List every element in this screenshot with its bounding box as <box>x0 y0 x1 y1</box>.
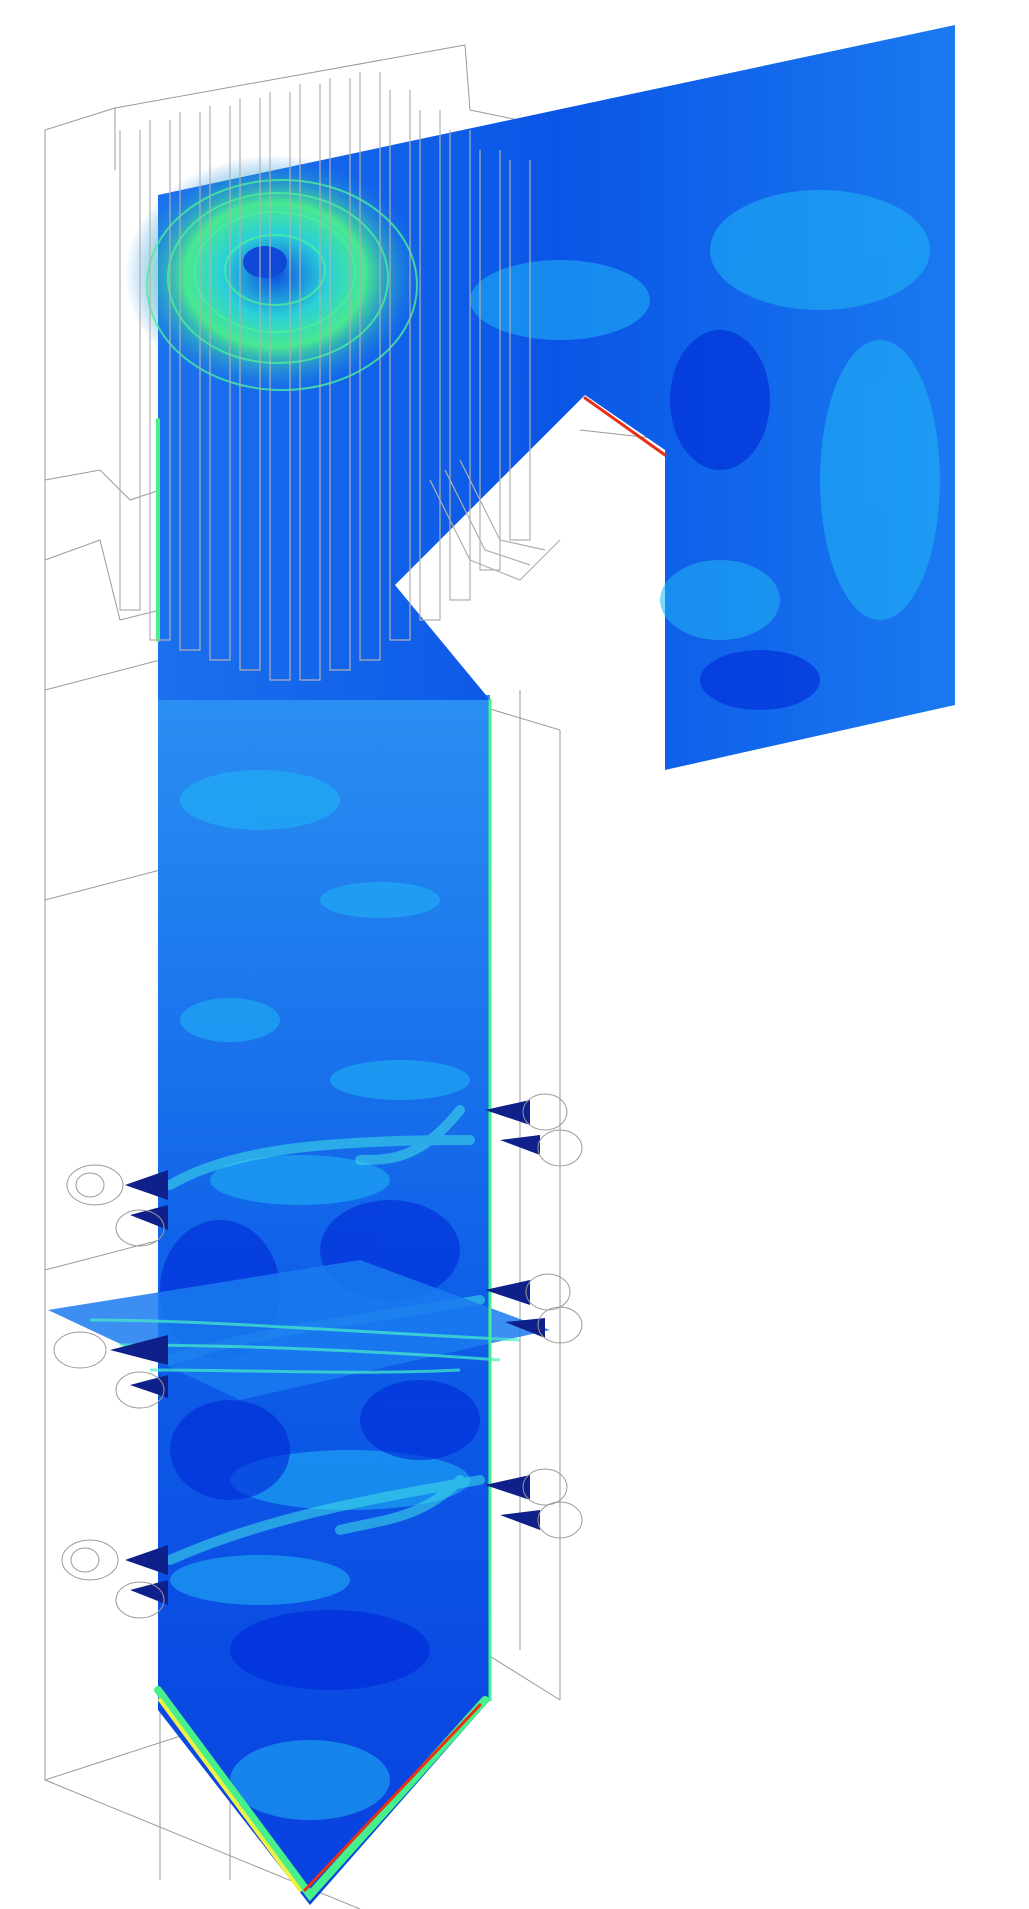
cut-plane-streaks <box>89 1318 521 1374</box>
horizontal-cut-plane <box>48 1260 550 1400</box>
burner-right-2 <box>485 1273 583 1344</box>
burner-left-2 <box>53 1331 168 1409</box>
burner-right-1 <box>485 1093 583 1167</box>
hot-edges <box>154 396 667 1902</box>
burners <box>53 1093 583 1619</box>
flow-mottling <box>170 190 940 1820</box>
superheater-tubes <box>119 72 561 681</box>
burner-left-1 <box>66 1164 168 1247</box>
burner-right-3 <box>485 1468 583 1539</box>
burner-left-3 <box>61 1539 168 1619</box>
